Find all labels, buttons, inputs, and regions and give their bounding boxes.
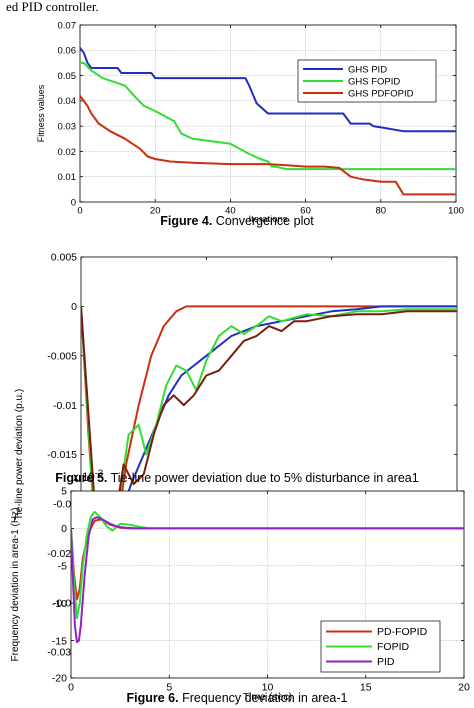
y-tick-label: -0.01 (53, 400, 77, 412)
y-tick-label: 0.005 (51, 252, 77, 264)
y-axis-label: Fitness values (36, 84, 46, 142)
figure-5-caption-label: Figure 5. (55, 471, 108, 485)
y-tick-label: 0.01 (58, 172, 77, 183)
y-tick-label: -0.025 (47, 548, 77, 560)
y-tick-label: 0.02 (58, 147, 77, 158)
legend-label: PID (377, 656, 395, 668)
y-tick-label: 0.05 (58, 71, 77, 82)
x-tick-label: 20 (150, 206, 161, 217)
x-tick-label: 80 (376, 206, 387, 217)
figure-6-caption-text: Frequency deviation in area-1 (178, 691, 348, 705)
legend-label: GHS PID (348, 64, 387, 75)
x-tick-label: 100 (448, 206, 464, 217)
y-tick-label: 0.06 (58, 46, 77, 57)
figure-4-caption: Figure 4. Convergence plot (0, 214, 474, 228)
x-tick-label: 15 (360, 682, 372, 694)
x-tick-label: 60 (300, 206, 311, 217)
figure-4-convergence-plot: 0 20 40 60 80 100 0 0.01 0.02 0.03 0.04 0.05 0.06 0.0… (36, 20, 464, 225)
x-axis-label: Time (sec) (243, 691, 292, 703)
legend-label: PD-FOPID (377, 626, 428, 638)
y-tick-label: -5 (58, 560, 67, 572)
series-line-1 (80, 47, 456, 133)
series-line-3 (80, 95, 456, 196)
y-axis-label: Tie-line power deviation (p.u.) (14, 389, 25, 520)
figure-5-tie-line-plot: 051015-0.035-0.03-0.025-0.02-0.015-0.01-… (14, 252, 463, 677)
figure-6-caption-label: Figure 6. (126, 691, 179, 705)
y-tick-label: 0.07 (58, 20, 77, 31)
y-multiplier: x 10-3 (73, 468, 103, 484)
x-tick-label: 20 (458, 682, 470, 694)
y-tick-label: 0 (71, 301, 77, 313)
x-tick-label: 0 (77, 206, 82, 217)
legend-label: FOPID (377, 641, 410, 653)
y-tick-label: -0.035 (47, 647, 77, 659)
y-multiplier-base: x 10 (73, 472, 95, 484)
y-tick-label: -10 (52, 598, 67, 610)
legend-label: GHS PDFOPID (348, 88, 414, 99)
legend-label: GHS FOPID (348, 76, 400, 87)
y-tick-label: 0 (71, 197, 76, 208)
figure-6-caption: Figure 6. Frequency deviation in area-1 (0, 691, 474, 705)
x-tick-label: 40 (225, 206, 236, 217)
series-line-2 (80, 61, 456, 171)
x-axis-label: Iterations (248, 214, 287, 225)
series-line-3 (71, 516, 464, 644)
y-tick-label: -0.005 (47, 350, 77, 362)
figure-5-caption: Figure 5. Tie-line power deviation due t… (0, 471, 474, 485)
y-tick-label: 5 (61, 486, 67, 498)
y-tick-label: -20 (52, 673, 67, 685)
x-tick-label: 5 (166, 682, 172, 694)
preceding-text-fragment: ed PID controller. (6, 0, 99, 14)
y-tick-label: 0.03 (58, 121, 77, 132)
y-axis-label: Frequency deviation in area-1 (Hz) (10, 508, 21, 662)
x-tick-label: 10 (262, 682, 274, 694)
y-tick-label: 0.04 (58, 96, 77, 107)
y-tick-label: -15 (52, 635, 67, 647)
figure-4-caption-text: Convergence plot (212, 214, 314, 228)
x-tick-label: 0 (68, 682, 74, 694)
figure-4-caption-label: Figure 4. (160, 214, 213, 228)
y-tick-label: 0 (61, 523, 67, 535)
y-multiplier-exponent: -3 (95, 468, 103, 479)
y-tick-label: -0.015 (47, 449, 77, 461)
figure-5-caption-text: Tie-line power deviation due to 5% distu… (107, 471, 419, 485)
